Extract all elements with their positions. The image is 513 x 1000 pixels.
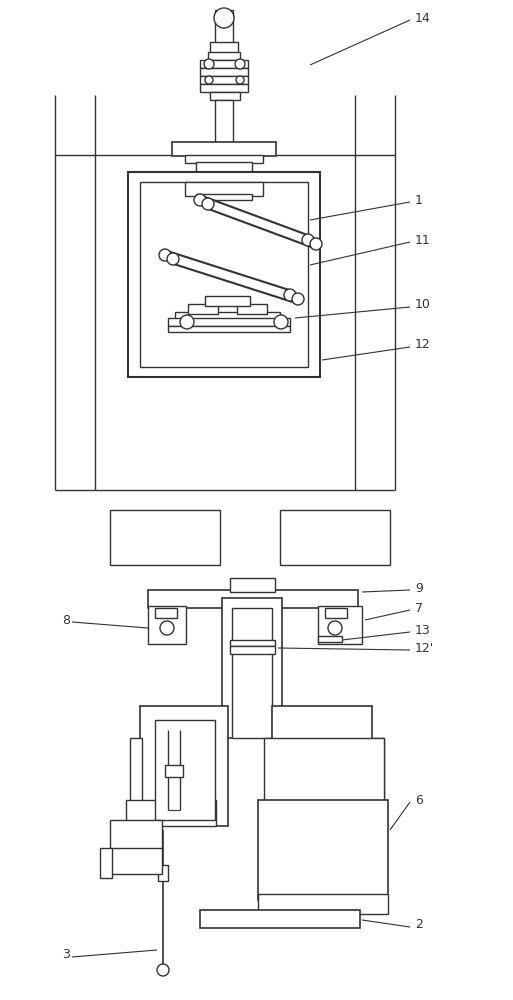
Text: 3: 3 (62, 948, 70, 962)
Circle shape (167, 253, 179, 265)
Bar (200, 76, 248, 84)
Bar (168, 326, 290, 332)
Bar (230, 640, 275, 646)
Circle shape (235, 59, 245, 69)
Text: 11: 11 (415, 233, 431, 246)
Circle shape (204, 59, 214, 69)
Bar (130, 738, 142, 826)
Bar (258, 894, 388, 914)
Bar (232, 608, 272, 738)
Circle shape (180, 315, 194, 329)
Bar (155, 608, 177, 618)
Bar (318, 636, 342, 642)
Bar (175, 312, 280, 320)
Bar (205, 296, 250, 306)
Bar (222, 598, 282, 738)
Circle shape (194, 194, 206, 206)
Bar (210, 92, 240, 100)
Bar (200, 910, 360, 928)
Bar (100, 848, 112, 878)
Circle shape (214, 8, 234, 28)
Text: 12': 12' (415, 642, 434, 654)
Bar (210, 42, 238, 54)
Bar (208, 52, 240, 60)
Circle shape (302, 234, 314, 246)
Bar (372, 738, 384, 826)
Bar (110, 848, 162, 874)
Text: 1: 1 (415, 194, 423, 207)
Bar (110, 510, 220, 565)
Bar (230, 578, 275, 592)
Text: 14: 14 (415, 11, 431, 24)
Circle shape (202, 198, 214, 210)
Bar (272, 706, 372, 826)
Text: 9: 9 (415, 582, 423, 594)
Text: 7: 7 (415, 601, 423, 614)
Bar (325, 608, 347, 618)
Bar (230, 646, 275, 654)
Circle shape (284, 289, 296, 301)
Circle shape (310, 238, 322, 250)
Bar (148, 590, 358, 608)
Circle shape (274, 315, 288, 329)
Bar (200, 60, 248, 68)
Bar (185, 182, 263, 196)
Bar (168, 318, 290, 326)
Bar (140, 182, 308, 367)
Bar (318, 606, 362, 644)
Circle shape (160, 621, 174, 635)
Bar (264, 738, 384, 826)
Bar (196, 162, 252, 172)
Text: 12: 12 (415, 338, 431, 352)
Bar (165, 765, 183, 777)
Bar (258, 800, 388, 900)
Circle shape (292, 293, 304, 305)
Circle shape (236, 76, 244, 84)
Bar (158, 865, 168, 881)
Bar (128, 172, 320, 377)
Text: 10: 10 (415, 298, 431, 312)
Bar (155, 720, 215, 820)
Text: 2: 2 (415, 918, 423, 932)
Bar (200, 68, 248, 76)
Text: 6: 6 (415, 794, 423, 806)
Text: 13: 13 (415, 624, 431, 637)
Bar (280, 510, 390, 565)
Bar (140, 706, 228, 826)
Bar (185, 155, 263, 163)
Bar (196, 194, 252, 200)
Circle shape (157, 964, 169, 976)
Bar (215, 10, 233, 45)
Bar (148, 606, 186, 644)
Circle shape (328, 621, 342, 635)
Bar (237, 304, 267, 314)
Bar (110, 820, 162, 850)
Bar (126, 800, 216, 826)
Circle shape (205, 76, 213, 84)
Bar (172, 142, 276, 156)
Bar (215, 100, 233, 145)
Circle shape (159, 249, 171, 261)
Bar (188, 304, 218, 314)
Text: 8: 8 (62, 613, 70, 626)
Bar (200, 84, 248, 92)
